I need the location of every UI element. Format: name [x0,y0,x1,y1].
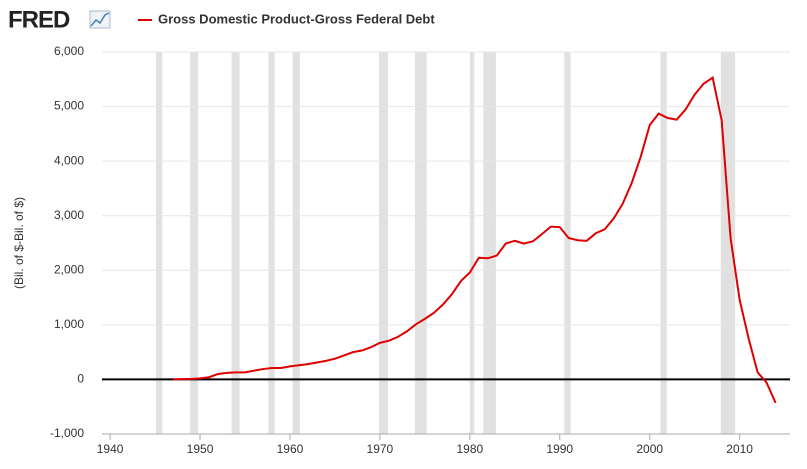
shaded-period [414,52,427,434]
y-axis-label: (Bil. of $-Bil. of $) [12,197,26,289]
y-tick-label: 5,000 [54,99,84,113]
shaded-period [720,52,736,434]
x-tick-label: 1940 [97,442,124,456]
y-tick-label: -1,000 [50,426,84,440]
shaded-period [483,52,496,434]
y-tick-label: 3,000 [54,208,84,222]
shaded-period [190,52,199,434]
shaded-period [231,52,240,434]
y-tick-label: 6,000 [54,44,84,58]
x-tick-label: 1990 [546,442,573,456]
shaded-period [155,52,163,434]
shaded-period [292,52,300,434]
y-tick-label: 4,000 [54,153,84,167]
x-tick-label: 2010 [726,442,753,456]
x-tick-label: 1950 [187,442,214,456]
y-tick-label: 1,000 [54,317,84,331]
x-tick-label: 1960 [277,442,304,456]
data-line [173,75,777,404]
x-tick-label: 2000 [636,442,663,456]
x-tick-label: 1980 [456,442,483,456]
shaded-period [378,52,388,434]
shaded-period [564,52,571,434]
legend-label: Gross Domestic Product-Gross Federal Deb… [158,11,435,26]
y-tick-label: 0 [77,372,84,386]
y-tick-label: 2,000 [54,262,84,276]
shaded-period [268,52,275,434]
x-tick-label: 1970 [367,442,394,456]
logo: FRED [8,6,70,33]
logo-icon [89,10,111,29]
shaded-period [660,52,667,434]
shaded-period [469,52,475,434]
